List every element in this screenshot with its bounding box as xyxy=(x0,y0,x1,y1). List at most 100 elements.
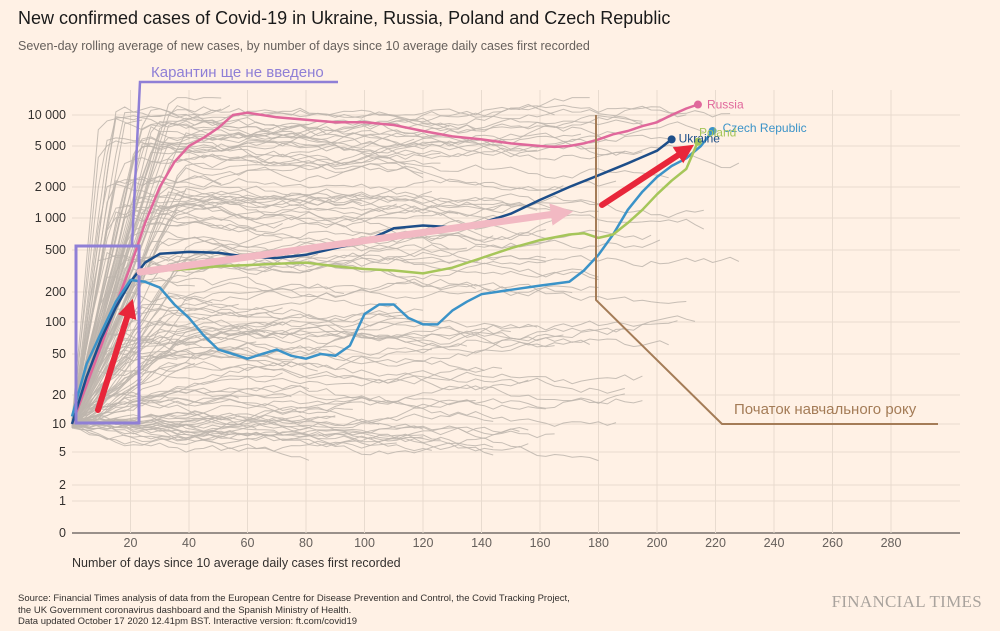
source-line: Data updated October 17 2020 12.41pm BST… xyxy=(18,616,358,627)
y-tick-label: 50 xyxy=(52,347,66,361)
other-country-line xyxy=(71,427,310,461)
other-country-line xyxy=(71,387,371,421)
other-country-line xyxy=(71,325,590,428)
other-country-line xyxy=(71,104,687,421)
other-country-line xyxy=(71,419,529,448)
other-country-line xyxy=(71,103,555,428)
other-country-line xyxy=(71,202,520,424)
other-country-line xyxy=(71,295,397,427)
other-country-line xyxy=(71,195,397,423)
source-line: the UK Government coronavirus dashboard … xyxy=(18,604,352,616)
other-country-line xyxy=(71,347,432,428)
other-country-line xyxy=(71,213,450,428)
other-country-line xyxy=(71,185,362,423)
other-country-line xyxy=(71,335,257,421)
other-country-line xyxy=(71,110,731,427)
other-country-line xyxy=(71,414,599,462)
chart-title: New confirmed cases of Covid-19 in Ukrai… xyxy=(18,8,671,28)
other-country-line xyxy=(71,120,476,424)
other-countries xyxy=(71,97,740,462)
series-line-czech xyxy=(70,130,714,417)
series-label-ukraine: Ukraine xyxy=(679,131,721,145)
other-country-line xyxy=(71,178,564,421)
y-axis: 0 1 2 5 10 20 50 100 200 500 1 000 2 000 5 000 10 000 xyxy=(28,108,66,540)
arrow-red-early xyxy=(95,298,137,413)
other-country-line xyxy=(71,248,546,423)
quarantine-leader xyxy=(130,80,338,247)
other-country-line xyxy=(71,412,494,429)
x-tick-label: 140 xyxy=(471,536,492,550)
school-start-leader xyxy=(595,115,938,425)
x-tick-label: 120 xyxy=(413,536,434,550)
other-country-line xyxy=(71,316,283,422)
other-country-line xyxy=(71,186,704,424)
ft-logo: FINANCIAL TIMES xyxy=(831,592,982,611)
quarantine-label: Карантин ще не введено xyxy=(151,64,324,81)
other-country-line xyxy=(71,412,432,452)
other-country-line xyxy=(71,190,432,422)
quarantine-annotation: Карантин ще не введено xyxy=(74,64,338,425)
school-start-annotation: Початок навчального року xyxy=(595,115,938,425)
x-tick-label: 240 xyxy=(764,536,785,550)
y-tick-label: 0 xyxy=(59,526,66,540)
other-country-line xyxy=(71,375,625,425)
series-label-russia: Russia xyxy=(707,98,744,112)
other-country-line xyxy=(71,397,555,439)
chart-subtitle: Seven-day rolling average of new cases, … xyxy=(18,39,590,53)
y-tick-label: 200 xyxy=(45,285,66,299)
x-tick-label: 20 xyxy=(124,536,138,550)
other-country-line xyxy=(71,116,625,426)
x-tick-label: 60 xyxy=(241,536,255,550)
source-note: Source: Financial Times analysis of data… xyxy=(18,593,570,628)
series-label-czech: Czech Republic xyxy=(723,121,807,135)
other-country-line xyxy=(71,191,599,428)
arrow-red-autumn xyxy=(599,144,695,208)
y-tick-label: 10 000 xyxy=(28,108,66,122)
other-country-line xyxy=(71,252,740,427)
x-tick-label: 260 xyxy=(822,536,843,550)
other-country-line xyxy=(71,384,310,422)
y-tick-label: 100 xyxy=(45,315,66,329)
other-country-line xyxy=(71,372,283,427)
x-tick-label: 80 xyxy=(299,536,313,550)
y-tick-label: 2 000 xyxy=(35,180,66,194)
y-tick-label: 1 000 xyxy=(35,211,66,225)
arrow-pink-summer xyxy=(136,203,574,276)
y-tick-label: 500 xyxy=(45,243,66,257)
other-country-line xyxy=(71,319,538,421)
other-country-line xyxy=(71,121,704,421)
series-line-poland xyxy=(144,141,700,275)
other-country-line xyxy=(71,418,494,456)
other-country-line xyxy=(71,363,529,429)
other-country-line xyxy=(71,326,511,423)
other-country-line xyxy=(71,325,564,427)
other-country-line xyxy=(71,152,441,429)
x-tick-label: 180 xyxy=(588,536,609,550)
other-country-line xyxy=(71,307,283,427)
x-tick-label: 220 xyxy=(705,536,726,550)
y-tick-label: 1 xyxy=(59,494,66,508)
other-country-line xyxy=(71,308,696,428)
other-country-line xyxy=(71,115,503,427)
series-endpoint-czech xyxy=(708,126,717,135)
chart: 0 1 2 5 10 20 50 100 200 500 1 000 2 000 5 000 10 000… xyxy=(28,64,960,570)
other-country-line xyxy=(71,115,643,427)
other-country-line xyxy=(71,203,222,427)
other-country-line xyxy=(71,138,608,425)
other-country-line xyxy=(71,132,669,422)
y-tick-label: 5 000 xyxy=(35,139,66,153)
other-country-line xyxy=(71,113,309,422)
other-country-line xyxy=(71,188,362,429)
other-country-line xyxy=(71,257,599,423)
x-tick-label: 160 xyxy=(530,536,551,550)
series-line-russia xyxy=(70,103,699,425)
series-endpoint-poland xyxy=(693,137,702,146)
x-axis: 20 40 60 80 100 120 140 160 180 200 220 240 260 280 xyxy=(124,536,902,550)
source-line: Source: Financial Times analysis of data… xyxy=(18,593,570,604)
x-tick-label: 280 xyxy=(881,536,902,550)
y-tick-label: 20 xyxy=(52,388,66,402)
other-country-line xyxy=(71,337,503,422)
series-endpoint-russia xyxy=(693,100,702,109)
school-start-label: Початок навчального року xyxy=(734,401,917,418)
